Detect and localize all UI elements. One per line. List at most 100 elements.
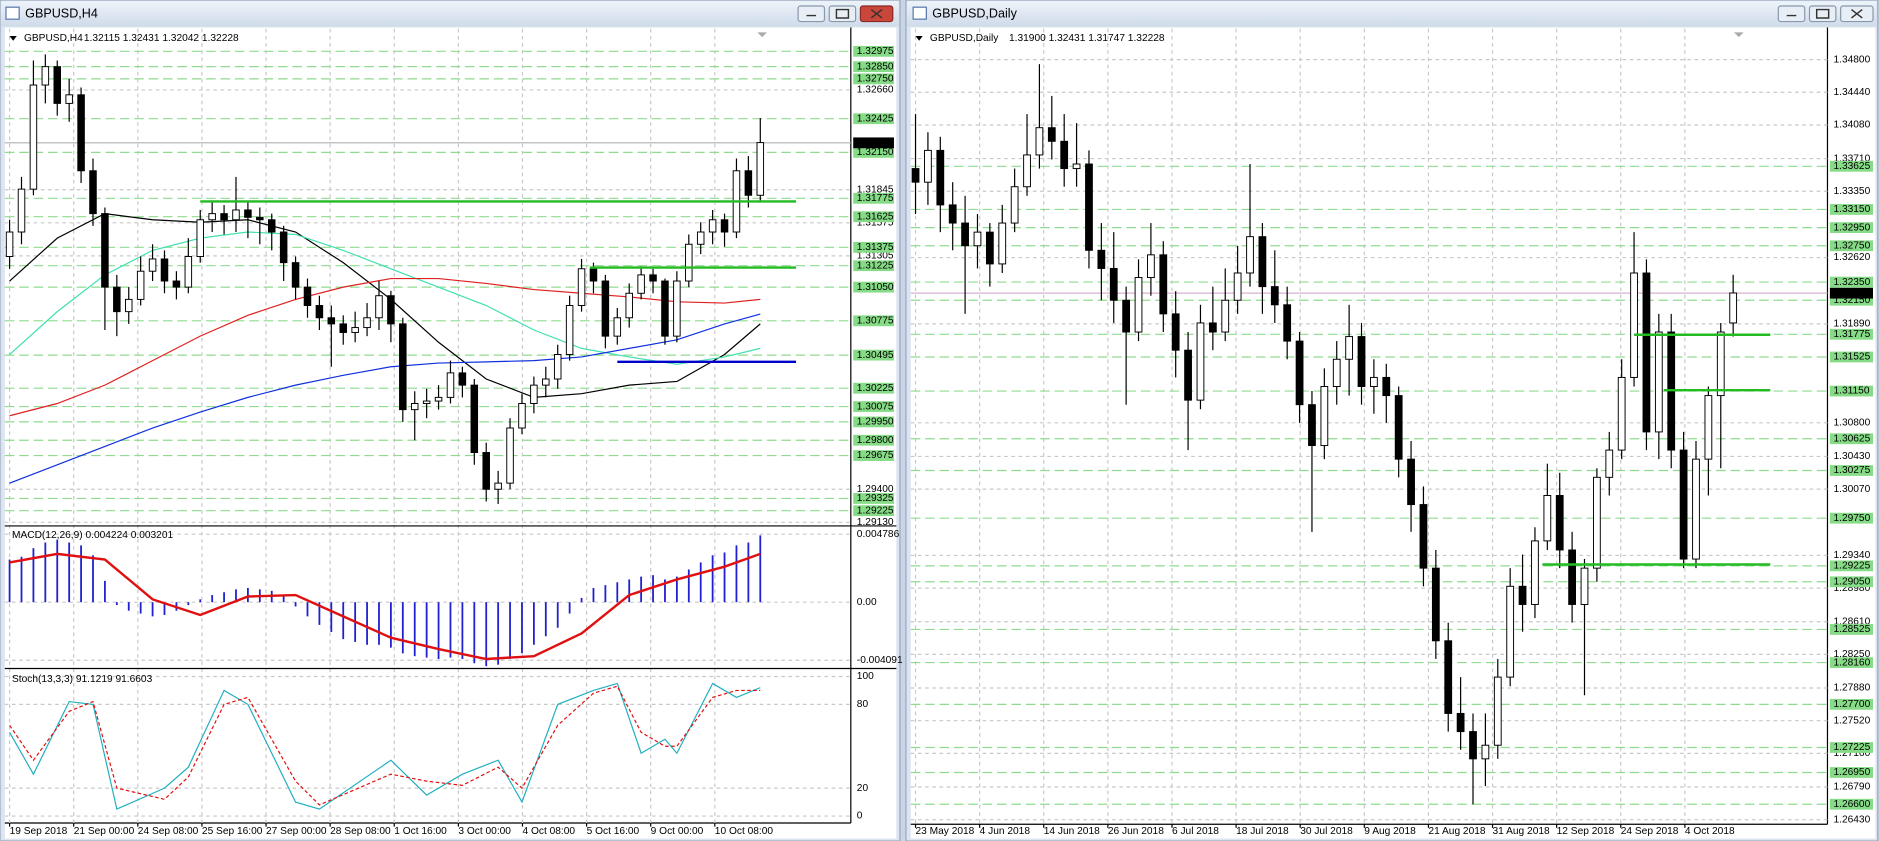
level-label-box <box>853 241 894 253</box>
y-tick-label: 1.30070 <box>1833 484 1870 495</box>
stochastic-k <box>9 682 761 810</box>
minimize-button[interactable] <box>1777 5 1806 23</box>
candle-body <box>973 231 982 247</box>
minimize-button[interactable] <box>797 5 826 23</box>
level-label-box <box>1829 433 1874 445</box>
x-tick-label: 3 Oct 00:00 <box>458 826 511 837</box>
candle-body <box>565 305 574 355</box>
candle-body <box>1506 585 1515 678</box>
x-tick-label: 24 Sep 08:00 <box>138 826 199 837</box>
candle-body <box>65 94 73 104</box>
level-label: 1.32750 <box>1833 240 1870 251</box>
level-label: 1.29225 <box>1833 561 1870 572</box>
candle-body <box>279 231 288 264</box>
x-tick-label: 23 May 2018 <box>916 826 975 837</box>
x-tick-label: 21 Aug 2018 <box>1428 826 1485 837</box>
x-tick-label: 10 Oct 08:00 <box>715 826 774 837</box>
candle-body <box>184 256 193 288</box>
candle-body <box>41 66 50 86</box>
y-tick-label: 1.27160 <box>1833 748 1870 759</box>
title-bar[interactable] <box>1 1 899 27</box>
maximize-button[interactable] <box>1808 5 1837 23</box>
candle-body <box>961 222 969 247</box>
level-label-box <box>1829 240 1874 252</box>
level-label: 1.29325 <box>857 493 894 504</box>
y-tick-label: 1.34800 <box>1833 54 1870 65</box>
candle-body <box>1010 186 1019 224</box>
window-button-icons <box>806 8 883 19</box>
window-icon <box>912 6 927 20</box>
stochastic-d <box>9 685 761 806</box>
candle-body <box>1729 292 1738 324</box>
x-tick-label: 1 Oct 16:00 <box>394 826 447 837</box>
candle-body <box>553 354 562 380</box>
y-tick-label: 1.27520 <box>1833 715 1870 726</box>
y-tick-label: 1.29340 <box>1833 550 1870 561</box>
candle-body <box>208 213 216 221</box>
level-label-box <box>1829 294 1874 306</box>
level-label: 1.31625 <box>857 211 894 222</box>
candle-body <box>1122 299 1131 333</box>
candle-body <box>1605 449 1614 478</box>
level-label-box <box>853 211 894 223</box>
candle-body <box>924 149 932 183</box>
candle-body <box>1419 504 1428 569</box>
candle-body <box>470 384 479 453</box>
y-tick-label: 1.31575 <box>857 218 894 229</box>
y-tick-label: 1.30800 <box>1833 418 1870 429</box>
y-tick-label: 1.30430 <box>1833 451 1870 462</box>
candle-body <box>315 305 324 319</box>
y-tick-label: 1.31845 <box>857 184 894 195</box>
x-tick-label: 6 Jul 2018 <box>1172 826 1219 837</box>
level-label: 1.31375 <box>857 242 894 253</box>
level-label: 1.26950 <box>1833 767 1870 778</box>
y-tick-label: 1.34440 <box>1833 87 1870 98</box>
moving-average <box>9 277 761 417</box>
header-arrow <box>915 35 923 41</box>
last-price-box <box>1829 287 1874 299</box>
candle-body <box>1431 567 1440 642</box>
level-label-box <box>853 434 894 446</box>
window-title: GBPUSD,Daily <box>932 7 1017 21</box>
candle-body <box>613 317 622 337</box>
candle-body <box>387 295 395 325</box>
y-tick-label: 1.28980 <box>1833 583 1870 594</box>
candle-body <box>1394 395 1403 460</box>
level-label-box <box>853 61 894 73</box>
maximize-button[interactable] <box>828 5 857 23</box>
level-label-box <box>853 260 894 272</box>
y-tick-label: 1.33350 <box>1833 186 1870 197</box>
y-tick-label: 1.33710 <box>1833 153 1870 164</box>
candle-body <box>1159 254 1168 315</box>
header-symbol: GBPUSD,Daily <box>930 33 999 44</box>
candle-body <box>148 258 157 272</box>
level-label: 1.31150 <box>1833 386 1869 397</box>
candle-body <box>399 323 407 411</box>
level-label-box <box>1829 576 1874 588</box>
title-bar[interactable] <box>907 1 1877 27</box>
y-tick-label: 1.26790 <box>1833 782 1870 793</box>
candle-body <box>339 323 347 333</box>
candle-body <box>434 396 443 402</box>
candle-body <box>1035 127 1044 156</box>
x-tick-label: 5 Oct 16:00 <box>587 826 640 837</box>
candle-body <box>1444 640 1453 714</box>
candle-body <box>101 213 109 288</box>
candle-body <box>1692 458 1700 560</box>
candle-body <box>1345 336 1354 360</box>
level-label-box <box>853 416 894 428</box>
candle-body <box>998 222 1007 265</box>
candle-body <box>1246 236 1254 274</box>
candle-body <box>685 243 693 282</box>
y-tick-label: 1.31890 <box>1833 319 1870 330</box>
charts: 19 Sep 2018 21 Sep 00:00 24 Sep 08:00 25 Se… <box>4 27 1874 837</box>
shift-marker <box>757 32 767 38</box>
candle-body <box>5 231 14 257</box>
level-label: 1.32950 <box>1833 222 1870 233</box>
x-tick-label: 25 Sep 16:00 <box>202 826 263 837</box>
candle-body <box>1704 395 1713 460</box>
level-label: 1.31050 <box>857 282 894 293</box>
x-tick-label: 26 Jun 2018 <box>1108 826 1164 837</box>
candle-body <box>1493 676 1502 746</box>
candle-body <box>1469 731 1477 760</box>
